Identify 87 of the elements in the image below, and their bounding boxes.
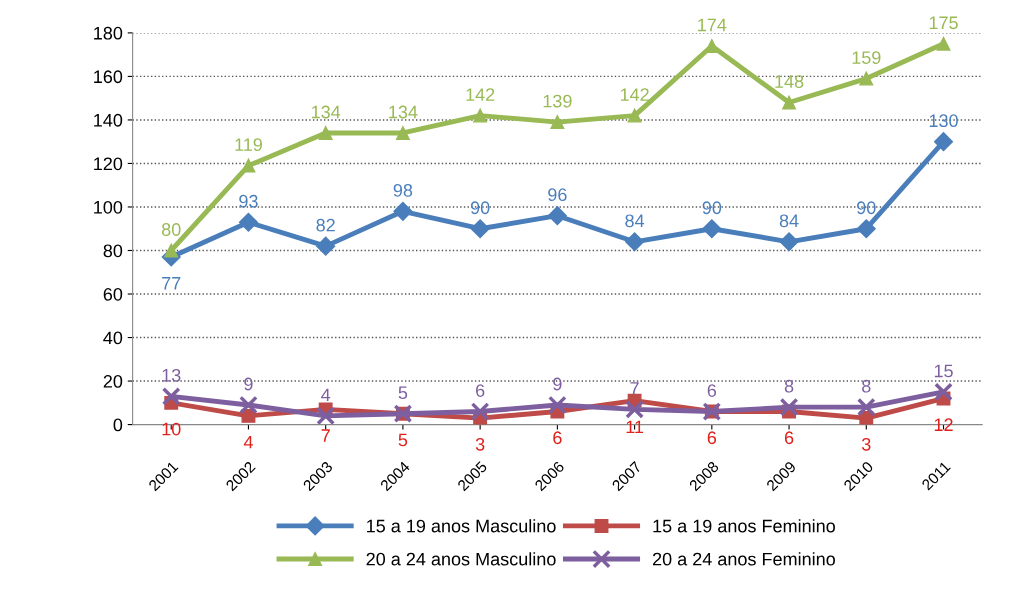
point (239, 395, 258, 415)
data-label: 175 (929, 16, 958, 30)
data-label: 90 (470, 201, 490, 215)
point (241, 158, 256, 173)
point (316, 236, 336, 256)
data-label: 15 (934, 364, 953, 378)
data-label: 174 (698, 18, 727, 32)
point (161, 386, 181, 406)
y-tick-label: 20 (103, 374, 123, 388)
data-label: 3 (475, 437, 485, 451)
data-label: 130 (929, 114, 958, 128)
point (470, 219, 490, 239)
data-label: 80 (161, 223, 181, 236)
data-label: 82 (316, 218, 335, 232)
point (395, 126, 410, 140)
data-label: 148 (775, 75, 804, 88)
legend-label: 20 a 24 anos Masculino (366, 552, 556, 566)
y-tick-label: 40 (103, 331, 123, 345)
point (627, 108, 642, 123)
data-label: 139 (543, 94, 572, 108)
data-label: 6 (707, 431, 717, 445)
data-label: 7 (630, 382, 639, 395)
data-label: 4 (243, 435, 253, 449)
data-label: 5 (398, 433, 408, 447)
data-label: 6 (553, 431, 562, 445)
point (934, 382, 953, 402)
point (933, 132, 954, 152)
data-label: 13 (162, 368, 181, 382)
point (316, 406, 336, 425)
data-label: 4 (321, 388, 331, 402)
y-tick-label: 140 (94, 113, 123, 127)
data-label: 90 (857, 201, 876, 215)
data-label: 134 (312, 105, 341, 119)
legend-label: 15 a 19 anos Masculino (367, 519, 556, 533)
y-tick-label: 160 (94, 70, 123, 84)
data-label: 84 (625, 214, 645, 228)
data-label: 8 (784, 379, 794, 393)
data-label: 3 (861, 437, 871, 451)
data-label: 84 (779, 214, 799, 228)
point (782, 95, 797, 110)
data-label: 159 (852, 51, 881, 64)
data-label: 98 (393, 183, 413, 197)
point (936, 36, 951, 51)
point (238, 212, 258, 232)
data-label: 90 (702, 201, 722, 215)
point (859, 71, 874, 86)
point (856, 219, 876, 239)
point (550, 115, 565, 130)
point (779, 232, 799, 252)
point (702, 219, 722, 239)
y-tick-label: 180 (94, 26, 123, 40)
point (470, 402, 490, 421)
data-label: 8 (862, 379, 871, 393)
data-label: 5 (398, 386, 408, 400)
data-label: 7 (321, 429, 330, 442)
y-tick-label: 80 (103, 244, 123, 258)
data-label: 6 (476, 384, 485, 397)
data-label: 142 (466, 88, 495, 101)
point (779, 397, 799, 417)
point (625, 232, 645, 252)
y-tick-label: 100 (94, 200, 123, 214)
data-label: 6 (707, 384, 717, 397)
point (547, 395, 567, 415)
point (393, 201, 413, 221)
data-label: 9 (244, 377, 253, 391)
data-label: 12 (934, 418, 953, 431)
y-tick-label: 0 (113, 418, 123, 432)
data-label: 77 (162, 277, 181, 290)
point (547, 206, 567, 226)
data-label: 6 (784, 431, 794, 445)
point (473, 108, 488, 123)
legend-label: 20 a 24 anos Feminino (652, 552, 835, 566)
point (856, 397, 876, 417)
data-label: 96 (548, 188, 567, 202)
point (164, 243, 179, 258)
data-label: 10 (162, 422, 181, 436)
data-label: 134 (389, 105, 418, 119)
data-label: 142 (620, 88, 649, 101)
y-tick-label: 120 (94, 157, 123, 171)
y-tick-label: 60 (103, 287, 123, 301)
legend-label: 15 a 19 anos Feminino (653, 519, 835, 533)
point (625, 399, 644, 419)
point (318, 126, 333, 140)
data-label: 119 (235, 138, 262, 152)
data-label: 93 (239, 194, 258, 208)
data-label: 9 (553, 377, 562, 391)
data-label: 11 (626, 420, 644, 434)
